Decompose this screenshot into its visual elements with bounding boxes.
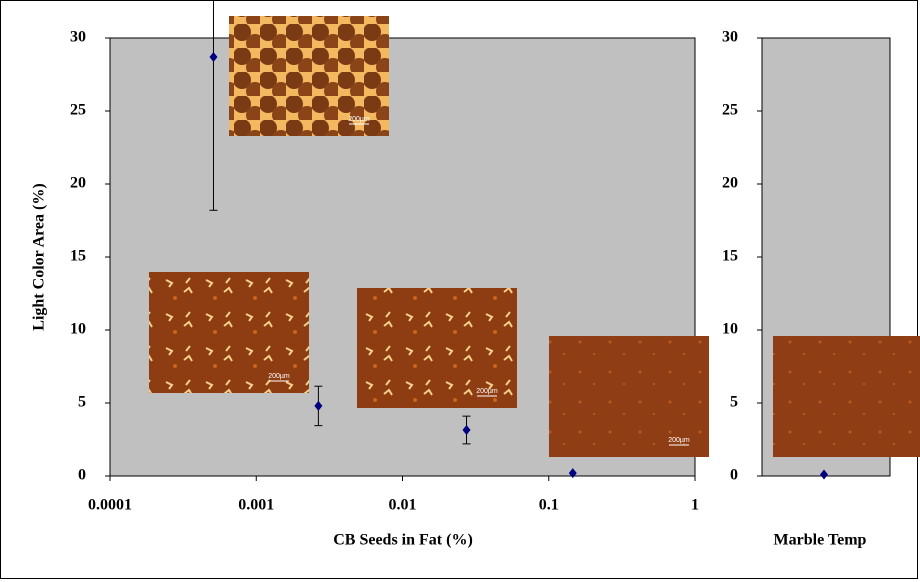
- y-tick-label: 5: [730, 394, 738, 411]
- micrograph: [229, 16, 389, 136]
- y-tick-label: 20: [70, 175, 86, 192]
- y-tick-label: 30: [722, 29, 738, 46]
- point: [462, 425, 471, 436]
- x-tick-label: 0.0001: [88, 497, 132, 514]
- y-tick-label: 10: [70, 321, 86, 338]
- x-tick-label: 1: [691, 497, 699, 514]
- y-tick-label: 25: [70, 102, 86, 119]
- y-tick-label: 15: [722, 248, 738, 265]
- y-tick-label: 0: [730, 467, 738, 484]
- micrograph: [549, 336, 709, 457]
- y-tick-label: 5: [78, 394, 86, 411]
- x-tick-label: 0.001: [238, 497, 274, 514]
- y-tick-label: 30: [70, 29, 86, 46]
- point: [314, 400, 323, 411]
- scale-label: 200µm: [668, 437, 690, 444]
- x-tick-label: 0.1: [539, 497, 559, 514]
- x-tick-label: 0.01: [389, 497, 417, 514]
- y-tick-label: 25: [722, 102, 738, 119]
- micrograph: [149, 272, 309, 393]
- x-axis-label: Marble Temp: [774, 532, 867, 549]
- scale-label: 200µm: [268, 373, 290, 380]
- scale-label: 200µm: [348, 116, 370, 123]
- point: [568, 468, 577, 479]
- point: [820, 469, 828, 480]
- y-tick-label: 20: [722, 175, 738, 192]
- micrograph: [357, 288, 517, 408]
- scale-label: 200µm: [476, 388, 498, 395]
- micrograph: [773, 336, 920, 457]
- y-tick-label: 10: [722, 321, 738, 338]
- point: [209, 51, 218, 62]
- y-tick-label: 15: [70, 248, 86, 265]
- y-axis-label: Light Color Area (%): [31, 183, 48, 330]
- x-axis-label: CB Seeds in Fat (%): [333, 532, 473, 549]
- y-tick-label: 0: [78, 467, 86, 484]
